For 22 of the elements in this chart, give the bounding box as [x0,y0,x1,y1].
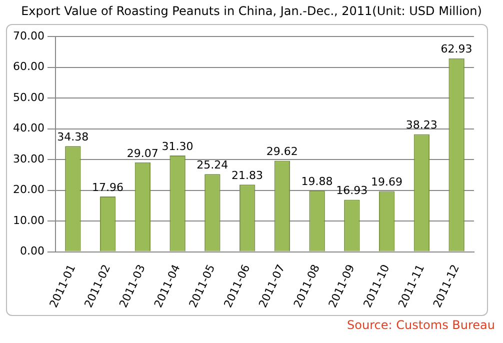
y-tick-label: 70.00 [12,29,44,42]
data-label: 17.96 [92,180,124,194]
data-label: 16.93 [336,184,368,198]
data-label: 21.83 [232,169,264,182]
data-label: 25.24 [196,158,228,172]
y-tick-label: 60.00 [12,60,44,74]
data-label: 29.07 [126,146,158,160]
y-tick-label: 40.00 [12,122,44,135]
data-label: 19.69 [371,176,403,189]
y-tick-label: 0.00 [20,244,44,258]
data-label: 19.88 [301,175,333,188]
data-label: 31.30 [162,140,194,153]
y-tick-label: 50.00 [12,90,44,104]
y-tick-label: 30.00 [12,152,44,166]
y-tick-label: 20.00 [12,183,44,196]
data-label: 34.38 [57,130,89,144]
y-tick-label: 10.00 [12,214,44,227]
data-label: 29.62 [266,145,298,158]
data-label: 62.93 [440,42,472,56]
data-label: 38.23 [406,118,438,132]
chart-title: Export Value of Roasting Peanuts in China, Jan.-Dec., 2011(Unit: USD Million) [20,3,483,20]
source-note: Source: Customs Bureau [347,318,495,332]
